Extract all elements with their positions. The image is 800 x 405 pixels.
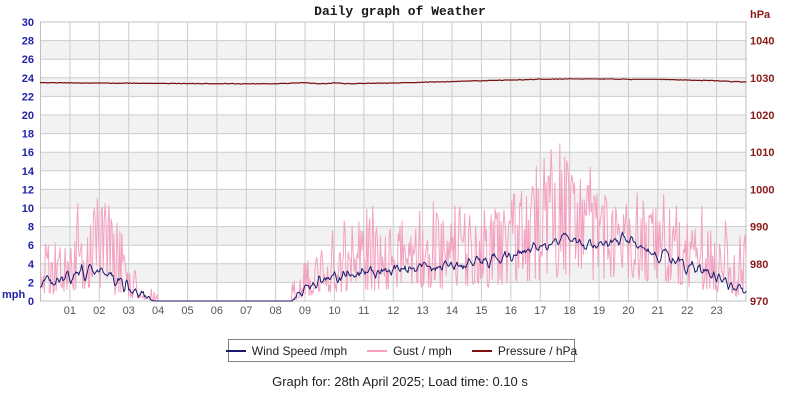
- svg-text:1030: 1030: [750, 73, 774, 85]
- svg-text:16: 16: [505, 305, 517, 317]
- svg-text:28: 28: [22, 36, 34, 48]
- svg-text:12: 12: [22, 184, 34, 196]
- svg-text:05: 05: [181, 305, 193, 317]
- svg-text:1010: 1010: [750, 147, 774, 159]
- svg-text:20: 20: [622, 305, 634, 317]
- svg-text:970: 970: [750, 296, 768, 308]
- svg-text:1020: 1020: [750, 110, 774, 122]
- svg-text:990: 990: [750, 222, 768, 234]
- svg-text:21: 21: [652, 305, 664, 317]
- svg-text:24: 24: [22, 73, 35, 85]
- svg-text:12: 12: [387, 305, 399, 317]
- svg-text:08: 08: [270, 305, 282, 317]
- svg-text:04: 04: [152, 305, 164, 317]
- svg-text:13: 13: [417, 305, 429, 317]
- svg-text:10: 10: [328, 305, 340, 317]
- svg-text:6: 6: [28, 240, 34, 252]
- svg-text:8: 8: [28, 222, 34, 234]
- svg-text:20: 20: [22, 110, 34, 122]
- svg-text:18: 18: [22, 129, 34, 141]
- svg-text:02: 02: [93, 305, 105, 317]
- svg-text:4: 4: [28, 259, 35, 271]
- svg-text:14: 14: [22, 166, 35, 178]
- svg-text:06: 06: [211, 305, 223, 317]
- svg-text:22: 22: [681, 305, 693, 317]
- svg-text:01: 01: [64, 305, 76, 317]
- svg-text:10: 10: [22, 203, 34, 215]
- svg-text:15: 15: [475, 305, 487, 317]
- svg-text:11: 11: [358, 305, 369, 317]
- svg-text:17: 17: [534, 305, 546, 317]
- svg-text:26: 26: [22, 54, 34, 66]
- svg-text:0: 0: [28, 296, 34, 308]
- svg-text:1000: 1000: [750, 184, 774, 196]
- svg-text:18: 18: [563, 305, 575, 317]
- svg-text:03: 03: [123, 305, 135, 317]
- svg-text:14: 14: [446, 305, 458, 317]
- svg-text:mph: mph: [2, 289, 26, 301]
- svg-text:2: 2: [28, 277, 34, 289]
- svg-text:1040: 1040: [750, 36, 774, 48]
- svg-text:16: 16: [22, 147, 34, 159]
- svg-text:09: 09: [299, 305, 311, 317]
- svg-text:980: 980: [750, 259, 768, 271]
- svg-text:22: 22: [22, 91, 34, 103]
- svg-text:07: 07: [240, 305, 252, 317]
- svg-text:23: 23: [710, 305, 722, 317]
- svg-text:19: 19: [593, 305, 605, 317]
